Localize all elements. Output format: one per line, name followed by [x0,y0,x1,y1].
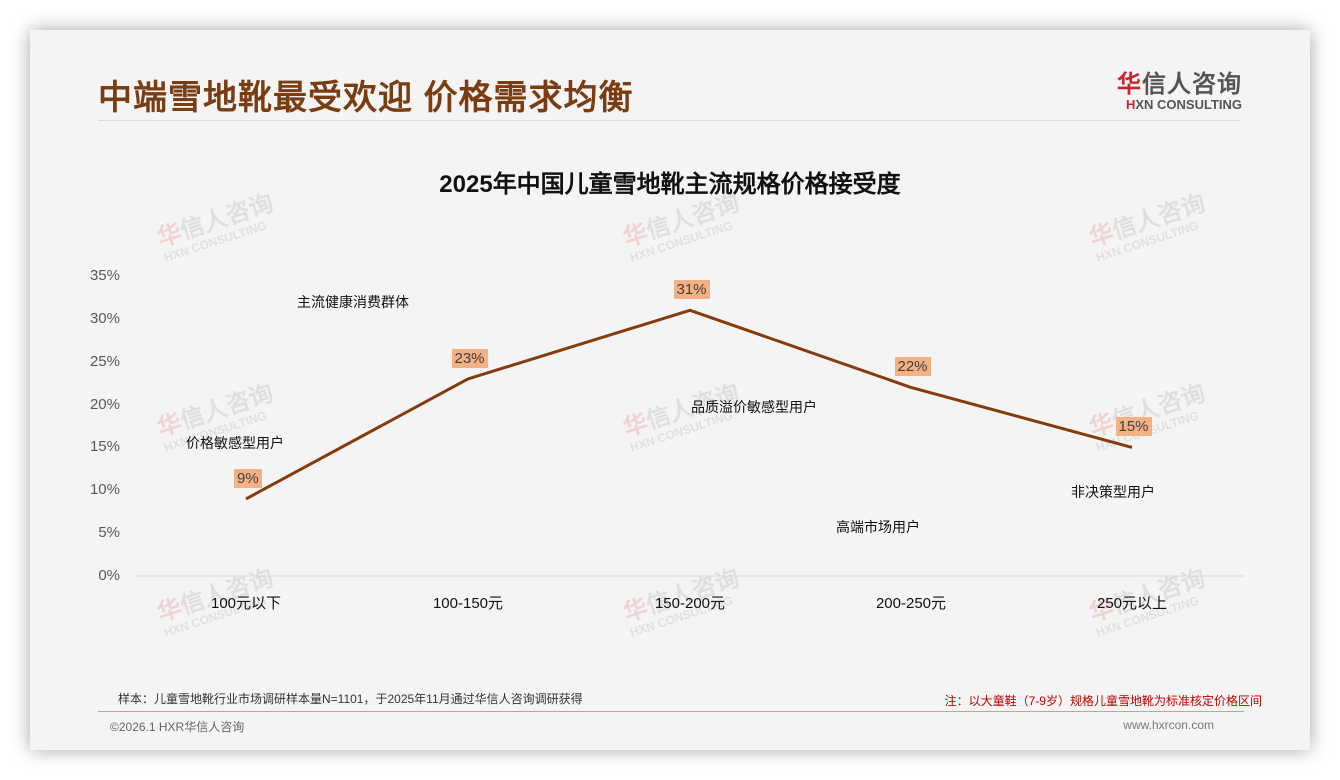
logo-en-accent: H [1125,97,1136,112]
y-tick-label: 25% [89,352,120,370]
y-tick-label: 30% [89,309,120,327]
data-label: 15% [1115,417,1152,437]
data-label: 23% [451,348,488,368]
chart-title: 2025年中国儿童雪地靴主流规格价格接受度 [439,171,901,198]
footer-divider [98,711,1244,712]
company-logo: 华信人咨询 HXN CONSULTING [1112,64,1242,112]
x-tick-label: 100-150元 [432,595,504,612]
chart-plot-area [136,308,1244,577]
logo-cn-text: 信人咨询 [1142,71,1242,98]
price-note: 注：以大童鞋（7-9岁）规格儿童雪地靴为标准核定价格区间 [944,694,1262,708]
data-label: 9% [234,468,262,488]
y-tick-label: 5% [98,524,120,542]
y-tick-label: 10% [89,481,120,499]
series-line [245,308,1133,501]
logo-chinese: 华信人咨询 [1112,64,1242,99]
x-tick-label: 250元以上 [1096,595,1168,612]
y-tick-label: 20% [89,395,120,413]
x-tick-label: 200-250元 [875,595,947,612]
y-tick-label: 0% [98,567,120,584]
sample-note: 样本：儿童雪地靴行业市场调研样本量N=1101，于2025年11月通过华信人咨询… [118,692,583,706]
segment-annotation: 高端市场用户 [836,519,920,535]
slide: 中端雪地靴最受欢迎 价格需求均衡 华信人咨询 HXN CONSULTING 华信… [30,30,1310,750]
data-label: 31% [673,280,710,300]
page-title: 中端雪地靴最受欢迎 价格需求均衡 [98,79,634,117]
data-label: 22% [894,357,931,377]
copyright: ©2026.1 HXR华信人咨询 [110,720,245,734]
segment-annotation: 品质溢价敏感型用户 [691,399,817,415]
x-tick-label: 100元以下 [210,595,282,612]
logo-english: HXN CONSULTING [1112,97,1242,112]
header-divider [98,120,1240,121]
segment-annotation: 价格敏感型用户 [186,435,284,451]
y-tick-label: 35% [89,267,120,284]
segment-annotation: 非决策型用户 [1071,484,1155,500]
website-link[interactable]: www.hxrcon.com [1123,718,1214,732]
segment-annotation: 主流健康消费群体 [297,294,409,310]
logo-cn-accent: 华 [1117,71,1142,98]
x-tick-label: 150-200元 [654,595,726,612]
logo-en-text: XN CONSULTING [1135,97,1242,112]
y-tick-label: 15% [89,438,120,456]
